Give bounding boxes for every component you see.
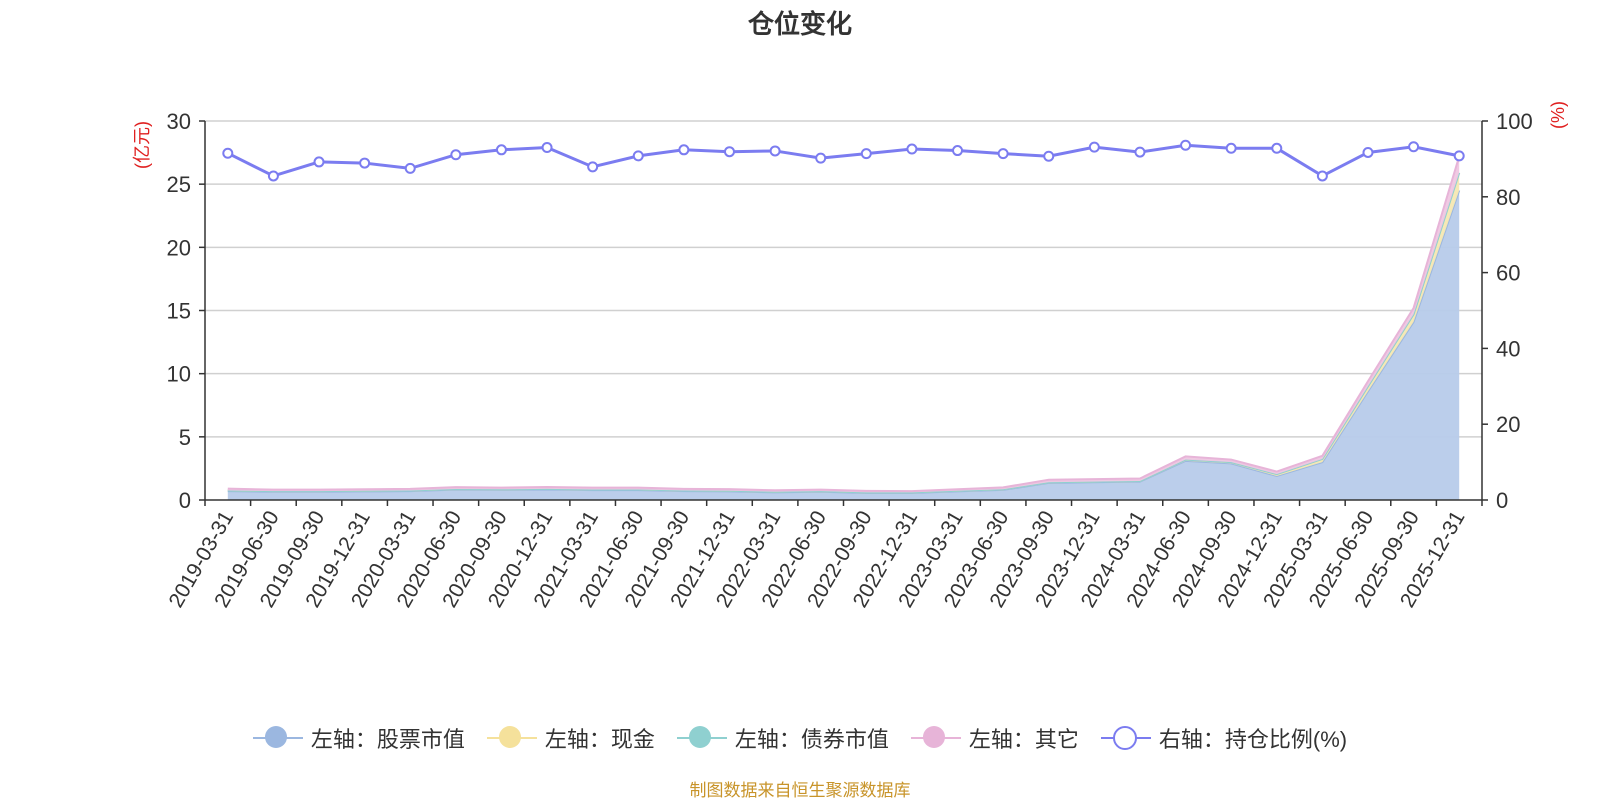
legend: 左轴：股票市值 左轴：现金 左轴：债券市值 左轴：其它 右轴：持仓比例(%) xyxy=(0,722,1600,754)
area-edge-series-1 xyxy=(227,172,1461,494)
ratio-point[interactable] xyxy=(587,161,599,173)
legend-marker-icon xyxy=(676,725,727,751)
y-right-tick-label: 40 xyxy=(1496,336,1520,361)
legend-label: 左轴：股票市值 xyxy=(310,727,465,752)
legend-label: 右轴：持仓比例(%) xyxy=(1158,727,1348,752)
source-note: 制图数据来自恒生聚源数据库 xyxy=(689,781,911,800)
ratio-point[interactable] xyxy=(1088,141,1100,153)
legend-label: 左轴：现金 xyxy=(544,727,655,752)
ratio-point[interactable] xyxy=(632,150,644,162)
ratio-point[interactable] xyxy=(450,149,462,161)
area-edge-series-3 xyxy=(227,156,1461,493)
y-left-tick-label: 30 xyxy=(167,109,191,134)
ratio-point[interactable] xyxy=(678,144,690,156)
ratio-point[interactable] xyxy=(997,148,1009,160)
ratio-point[interactable] xyxy=(906,143,918,155)
y-right-tick-label: 0 xyxy=(1496,488,1508,513)
ratio-point[interactable] xyxy=(1043,150,1055,162)
ratio-point[interactable] xyxy=(1362,146,1374,158)
y-left-tick-label: 20 xyxy=(167,235,191,260)
area-edge-series-0 xyxy=(227,190,1461,495)
ratio-point[interactable] xyxy=(1134,146,1146,158)
legend-marker-icon xyxy=(1100,725,1151,751)
legend-marker-icon xyxy=(486,725,537,751)
ratio-point[interactable] xyxy=(723,146,735,158)
legend-item-1[interactable]: 左轴：现金 xyxy=(486,722,655,754)
y-left-tick-label: 15 xyxy=(167,299,191,324)
y-right-tick-label: 80 xyxy=(1496,185,1520,210)
y-left-tick-label: 25 xyxy=(167,172,191,197)
stacked-areas xyxy=(227,156,1461,501)
y-right-tick-label: 20 xyxy=(1496,412,1520,437)
ratio-point[interactable] xyxy=(313,156,325,168)
ratio-line-path xyxy=(227,143,1460,178)
legend-label: 左轴：其它 xyxy=(968,727,1079,752)
ratio-point[interactable] xyxy=(952,145,964,157)
ratio-point[interactable] xyxy=(495,144,507,156)
legend-item-4[interactable]: 右轴：持仓比例(%) xyxy=(1100,722,1348,754)
ratio-point[interactable] xyxy=(1180,139,1192,151)
legend-item-0[interactable]: 左轴：股票市值 xyxy=(252,722,465,754)
legend-marker-icon xyxy=(910,725,961,751)
legend-marker-icon xyxy=(252,725,303,751)
ratio-point[interactable] xyxy=(222,147,234,159)
y-axis-right-label: (%) xyxy=(1548,101,1568,129)
ratio-point[interactable] xyxy=(1316,170,1328,182)
y-axis-left-label: (亿元) xyxy=(132,121,152,169)
legend-item-2[interactable]: 左轴：债券市值 xyxy=(676,722,889,754)
y-left-tick-label: 10 xyxy=(167,362,191,387)
ratio-point[interactable] xyxy=(860,148,872,160)
ratio-point[interactable] xyxy=(267,170,279,182)
area-series-0 xyxy=(227,190,1460,501)
ratio-point[interactable] xyxy=(815,152,827,164)
area-edge-series-2 xyxy=(227,172,1461,494)
chart-title: 仓位变化 xyxy=(747,9,852,39)
legend-label: 左轴：债券市值 xyxy=(734,727,889,752)
area-series-3 xyxy=(227,156,1460,493)
area-series-1 xyxy=(227,172,1460,494)
ratio-point[interactable] xyxy=(541,142,553,154)
y-right-tick-label: 100 xyxy=(1496,109,1533,134)
y-left-tick-label: 0 xyxy=(179,488,191,513)
ratio-point[interactable] xyxy=(1408,141,1420,153)
ratio-point[interactable] xyxy=(1225,142,1237,154)
grid-lines xyxy=(205,120,1482,438)
ratio-point[interactable] xyxy=(1453,150,1465,162)
ratio-point[interactable] xyxy=(769,145,781,157)
ratio-line xyxy=(222,139,1465,182)
ratio-point[interactable] xyxy=(404,162,416,174)
ratio-point[interactable] xyxy=(1271,142,1283,154)
legend-item-3[interactable]: 左轴：其它 xyxy=(910,722,1079,754)
ratio-point[interactable] xyxy=(359,157,371,169)
y-left-tick-label: 5 xyxy=(179,425,191,450)
y-right-tick-label: 60 xyxy=(1496,261,1520,286)
